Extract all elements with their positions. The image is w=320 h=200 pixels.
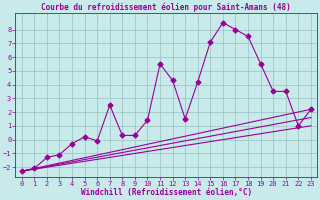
- X-axis label: Windchill (Refroidissement éolien,°C): Windchill (Refroidissement éolien,°C): [81, 188, 252, 197]
- Title: Courbe du refroidissement éolien pour Saint-Amans (48): Courbe du refroidissement éolien pour Sa…: [42, 3, 291, 12]
